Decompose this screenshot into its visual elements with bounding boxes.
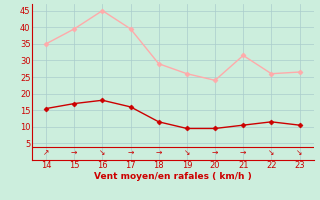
Text: ↘: ↘ (99, 148, 106, 157)
Text: ↘: ↘ (184, 148, 190, 157)
Text: ↗: ↗ (43, 148, 49, 157)
Text: →: → (240, 148, 246, 157)
X-axis label: Vent moyen/en rafales ( km/h ): Vent moyen/en rafales ( km/h ) (94, 172, 252, 181)
Text: ↘: ↘ (296, 148, 303, 157)
Text: →: → (212, 148, 218, 157)
Text: →: → (156, 148, 162, 157)
Text: →: → (127, 148, 134, 157)
Text: →: → (71, 148, 77, 157)
Text: ↘: ↘ (268, 148, 275, 157)
